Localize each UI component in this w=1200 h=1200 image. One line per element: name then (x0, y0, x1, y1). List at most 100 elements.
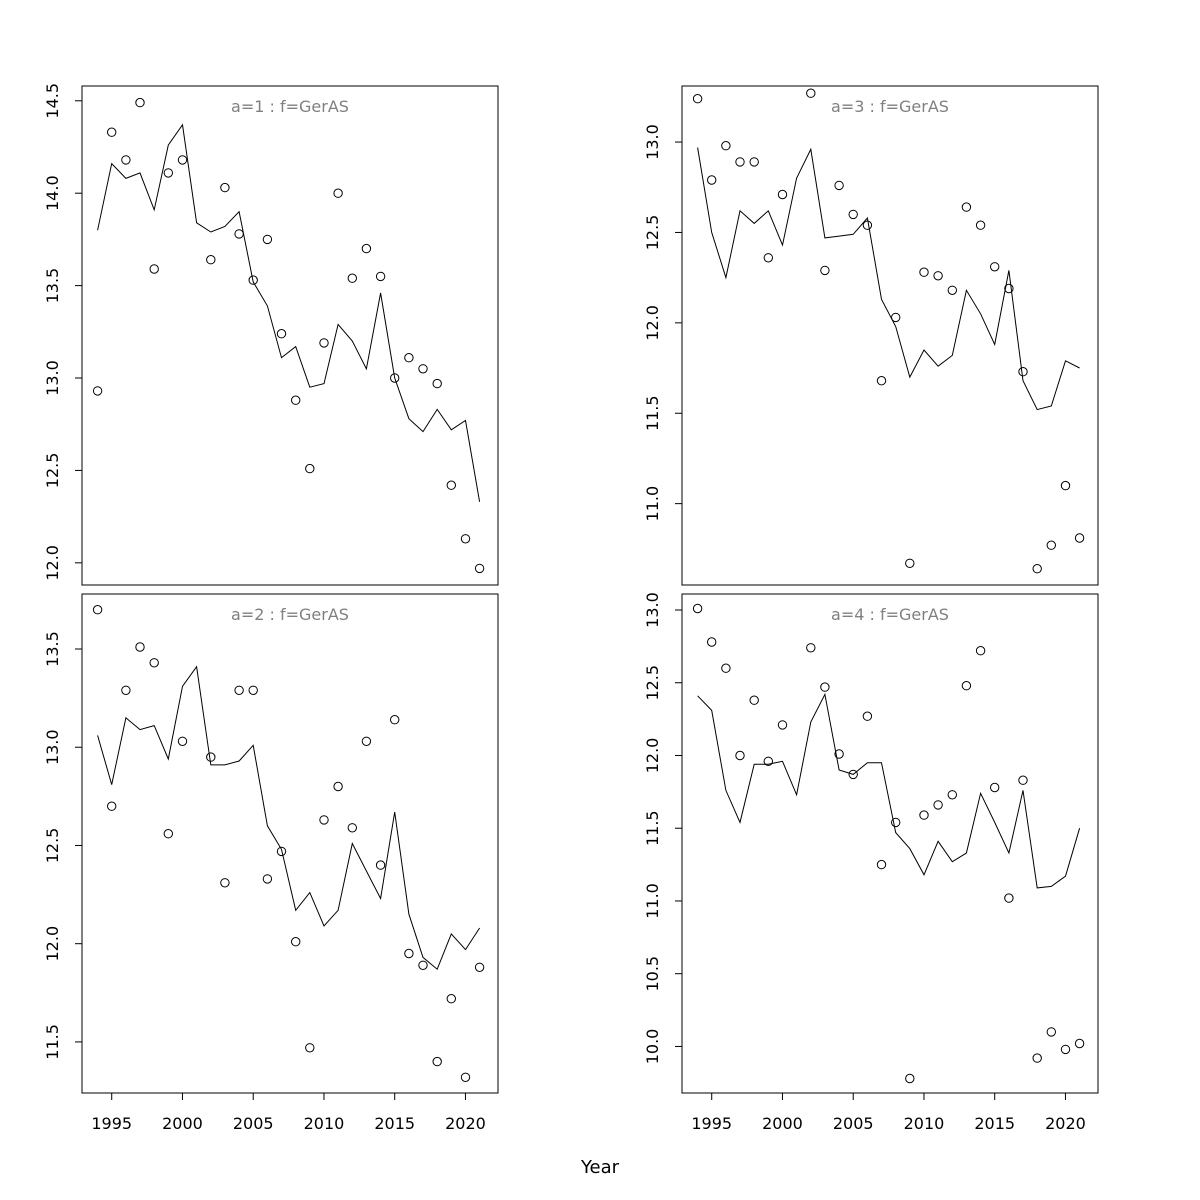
x-tick-label: 2010 (904, 1114, 945, 1133)
x-tick-label: 2020 (1045, 1114, 1086, 1133)
fitted-line (97, 665, 481, 971)
plot-frame (81, 85, 499, 586)
panel-title: a=2 : f=GerAS (231, 605, 349, 624)
observed-point (735, 157, 745, 167)
observed-point (361, 736, 372, 746)
observed-point (975, 646, 986, 656)
plot-frame (681, 85, 1099, 586)
observed-point (319, 815, 329, 825)
observed-point (1018, 367, 1028, 377)
observed-point (1032, 564, 1042, 574)
observed-point (276, 329, 287, 339)
observed-point (692, 94, 703, 104)
x-tick-label: 2000 (762, 1114, 803, 1133)
y-tick-label: 13.0 (643, 592, 662, 628)
observed-point (163, 168, 174, 178)
observed-point (432, 378, 442, 389)
observed-point (107, 801, 117, 811)
observed-point (1032, 1053, 1042, 1063)
panel-title: a=3 : f=GerAS (831, 97, 949, 116)
observed-point (347, 273, 357, 283)
y-tick-label: 12.0 (43, 926, 62, 962)
observed-point (1004, 283, 1014, 294)
observed-point (961, 202, 972, 212)
x-tick-label: 2015 (974, 1114, 1015, 1133)
observed-point (707, 637, 717, 647)
observed-point (206, 752, 216, 762)
observed-point (234, 685, 244, 695)
observed-point (135, 642, 145, 652)
observed-point (749, 695, 759, 705)
y-tick-label: 12.0 (43, 545, 62, 581)
observed-point (418, 364, 428, 374)
y-tick-label: 12.0 (643, 305, 662, 341)
observed-point (919, 267, 929, 277)
x-tick-label: 2005 (833, 1114, 874, 1133)
x-tick-label: 1995 (91, 1114, 132, 1133)
y-tick-label: 13.0 (43, 360, 62, 396)
observed-point (361, 243, 372, 254)
observed-point (121, 685, 131, 695)
observed-point (919, 810, 929, 820)
observed-point (404, 948, 414, 959)
observed-point (404, 353, 414, 363)
y-tick-label: 14.5 (43, 83, 62, 119)
observed-point (721, 663, 731, 673)
observed-point (933, 800, 943, 810)
y-tick-label: 11.5 (43, 1024, 62, 1060)
panel-title: a=4 : f=GerAS (831, 605, 949, 624)
observed-point (460, 534, 471, 544)
observed-point (375, 860, 386, 870)
observed-point (163, 829, 174, 839)
observed-point (834, 749, 844, 759)
observed-point (121, 155, 131, 165)
y-tick-label: 12.5 (643, 665, 662, 701)
y-tick-label: 11.0 (643, 883, 662, 919)
observed-point (333, 781, 343, 792)
y-tick-label: 13.5 (43, 631, 62, 667)
y-tick-label: 12.5 (43, 828, 62, 864)
observed-point (149, 264, 159, 274)
panel-3: a=2 : f=GerAS 11.5 12.0 12.5 13.0 13.5 1995 200… (43, 593, 499, 1133)
observed-point (961, 681, 972, 691)
observed-point (347, 823, 357, 833)
observed-point (446, 994, 456, 1004)
observed-point (375, 271, 386, 282)
observed-point (305, 1043, 315, 1053)
observed-point (446, 480, 456, 490)
fitted-line (697, 147, 1080, 411)
observed-point (92, 386, 103, 396)
panel-1: a=1 : f=GerAS 12.0 12.5 13.0 13.5 14.0 14.5 (43, 83, 499, 586)
y-tick-label: 13.0 (643, 124, 662, 160)
observed-point (862, 711, 873, 721)
observed-point (834, 180, 844, 191)
observed-point (1046, 1027, 1057, 1037)
observed-point (220, 182, 230, 193)
observed-point (990, 782, 1000, 793)
observed-point (177, 155, 188, 165)
observed-point (248, 685, 258, 695)
observed-point (291, 395, 301, 405)
observed-point (806, 643, 816, 653)
observed-point (1018, 775, 1028, 785)
observed-point (390, 373, 400, 383)
observed-point (820, 682, 830, 692)
observed-point (234, 229, 244, 239)
observed-point (707, 175, 717, 185)
y-tick-label: 11.0 (643, 486, 662, 522)
observed-point (777, 720, 788, 730)
observed-point (763, 756, 773, 766)
observed-point (947, 790, 957, 800)
observed-point (806, 88, 816, 98)
plot-frame (681, 593, 1099, 1094)
observed-point (177, 736, 188, 746)
observed-point (1046, 540, 1057, 550)
y-tick-label: 11.5 (643, 395, 662, 431)
x-tick-label: 2000 (162, 1114, 203, 1133)
y-tick-label: 12.0 (643, 738, 662, 774)
observed-point (876, 376, 887, 386)
x-axis-label: Year (580, 1157, 620, 1178)
observed-point (891, 817, 901, 828)
observed-point (291, 937, 301, 947)
